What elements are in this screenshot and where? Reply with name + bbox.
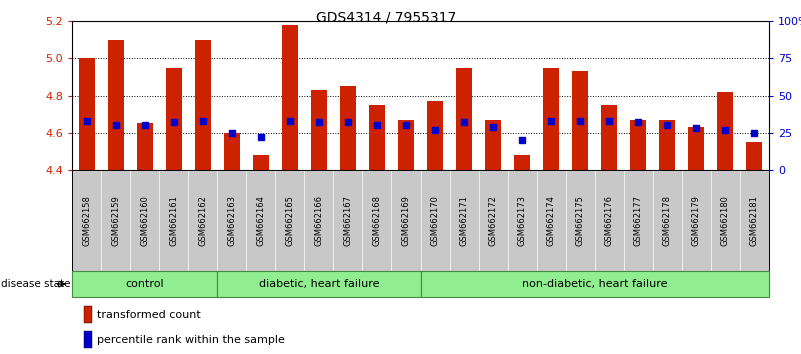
Bar — [602, 105, 618, 170]
Bar — [107, 40, 123, 170]
Bar — [630, 120, 646, 170]
Text: transformed count: transformed count — [97, 310, 201, 320]
Text: GSM662172: GSM662172 — [489, 195, 497, 246]
Bar — [427, 101, 443, 170]
Text: control: control — [126, 279, 164, 289]
Text: GSM662173: GSM662173 — [517, 195, 526, 246]
Text: GSM662178: GSM662178 — [663, 195, 672, 246]
Text: GSM662181: GSM662181 — [750, 195, 759, 246]
Text: GSM662174: GSM662174 — [547, 195, 556, 246]
Text: GSM662177: GSM662177 — [634, 195, 642, 246]
Bar — [456, 68, 472, 170]
Bar — [514, 155, 530, 170]
Text: disease state: disease state — [1, 279, 70, 289]
Text: GSM662168: GSM662168 — [372, 195, 381, 246]
FancyBboxPatch shape — [421, 271, 769, 297]
Bar — [340, 86, 356, 170]
Text: GSM662159: GSM662159 — [111, 195, 120, 246]
Text: GSM662179: GSM662179 — [692, 195, 701, 246]
Text: GSM662165: GSM662165 — [285, 195, 294, 246]
Text: GSM662170: GSM662170 — [431, 195, 440, 246]
Text: GDS4314 / 7955317: GDS4314 / 7955317 — [316, 11, 456, 25]
Text: GSM662176: GSM662176 — [605, 195, 614, 246]
Bar — [659, 120, 675, 170]
Text: GSM662166: GSM662166 — [315, 195, 324, 246]
Bar — [747, 142, 763, 170]
Bar — [223, 133, 239, 170]
Bar — [195, 40, 211, 170]
Bar — [253, 155, 269, 170]
Bar — [166, 68, 182, 170]
Bar — [369, 105, 385, 170]
Text: GSM662175: GSM662175 — [576, 195, 585, 246]
Text: percentile rank within the sample: percentile rank within the sample — [97, 335, 285, 344]
Bar — [572, 72, 588, 170]
Bar — [543, 68, 559, 170]
Bar — [688, 127, 704, 170]
Text: GSM662160: GSM662160 — [140, 195, 149, 246]
Bar — [485, 120, 501, 170]
Text: non-diabetic, heart failure: non-diabetic, heart failure — [522, 279, 667, 289]
Text: GSM662171: GSM662171 — [460, 195, 469, 246]
Text: GSM662163: GSM662163 — [227, 195, 236, 246]
Bar — [83, 306, 91, 323]
Bar — [282, 25, 298, 170]
Bar — [398, 120, 414, 170]
Text: diabetic, heart failure: diabetic, heart failure — [259, 279, 379, 289]
Text: GSM662162: GSM662162 — [199, 195, 207, 246]
Text: GSM662167: GSM662167 — [344, 195, 352, 246]
Bar — [78, 58, 95, 170]
FancyBboxPatch shape — [72, 271, 217, 297]
Text: GSM662180: GSM662180 — [721, 195, 730, 246]
Text: GSM662161: GSM662161 — [169, 195, 178, 246]
FancyBboxPatch shape — [217, 271, 421, 297]
Text: GSM662169: GSM662169 — [401, 195, 410, 246]
Bar — [137, 124, 153, 170]
Bar — [718, 92, 734, 170]
Text: GSM662158: GSM662158 — [83, 195, 91, 246]
Text: GSM662164: GSM662164 — [256, 195, 265, 246]
Bar — [311, 90, 327, 170]
Bar — [83, 331, 91, 348]
